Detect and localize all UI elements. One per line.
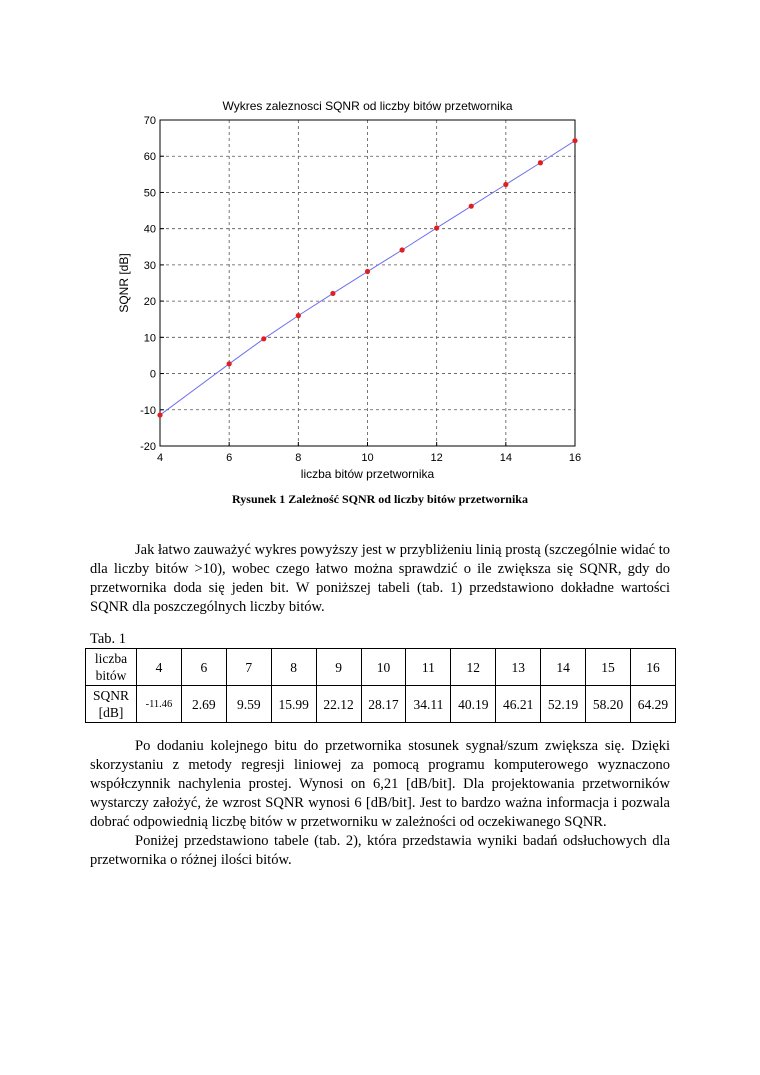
row-header-bits: liczba bitów — [85, 648, 137, 686]
bits-cell: 15 — [585, 648, 631, 686]
x-tick-label: 10 — [361, 452, 373, 464]
y-tick-label: 60 — [144, 151, 156, 163]
sqnr-table: liczba bitów 4 6 7 8 9 10 11 12 13 14 15 16 SQNR [d… — [85, 648, 677, 723]
data-point — [537, 160, 544, 166]
data-point — [572, 138, 578, 144]
x-tick-label: 8 — [295, 452, 301, 464]
data-point — [330, 290, 336, 297]
y-tick-label: 30 — [144, 260, 156, 272]
data-point — [226, 361, 232, 367]
x-tick-label: 6 — [226, 452, 232, 464]
sqnr-chart: 4 6 8 10 12 14 16 -20 -10 0 10 20 30 40 50 60 70 Wykres z… — [117, 99, 581, 481]
x-tick-label: 4 — [157, 452, 163, 464]
y-tick-label: 50 — [144, 187, 156, 199]
chart-title: Wykres zaleznosci SQNR od liczby bitów p… — [223, 99, 513, 113]
y-axis-label: SQNR [dB] — [117, 253, 131, 312]
data-point — [468, 203, 474, 209]
sqnr-cell: 46.21 — [495, 685, 542, 723]
sqnr-cell: 52.19 — [540, 685, 587, 723]
x-tick-label: 12 — [431, 452, 443, 464]
bits-cell: 13 — [495, 648, 542, 686]
data-point — [434, 225, 440, 231]
sqnr-cell: 15.99 — [270, 685, 317, 723]
paragraph-1: Jak łatwo zauważyć wykres powyższy jest … — [90, 541, 670, 617]
y-tick-label: 70 — [144, 115, 156, 127]
table-label: Tab. 1 — [90, 631, 127, 647]
sqnr-cell: 28.17 — [360, 685, 407, 723]
x-tick-label: 14 — [500, 452, 512, 464]
data-point — [295, 313, 301, 319]
bits-cell: 4 — [136, 648, 182, 686]
bits-cell: 16 — [629, 648, 677, 686]
bits-cell: 11 — [405, 648, 452, 686]
y-tick-label: -10 — [140, 405, 156, 417]
bits-cell: 8 — [270, 648, 317, 686]
data-point — [261, 336, 267, 342]
data-point — [157, 412, 163, 418]
bits-cell: 9 — [315, 648, 362, 686]
bits-cell: 7 — [225, 648, 272, 686]
x-tick-label: 16 — [569, 452, 581, 464]
paragraph-3-text: Poniżej przedstawiono tabele (tab. 2), k… — [90, 833, 670, 868]
sqnr-cell: 34.11 — [405, 685, 452, 723]
table-row-sqnr: SQNR [dB] -11.46 2.69 9.59 15.99 22.12 28.17 3… — [85, 685, 677, 723]
sqnr-cell: -11.46 — [136, 685, 182, 723]
sqnr-cell: 64.29 — [629, 685, 677, 723]
sqnr-cell: 2.69 — [180, 685, 227, 723]
sqnr-cell: 58.20 — [585, 685, 631, 723]
paragraph-2-text: Po dodaniu kolejnego bitu do przetwornik… — [90, 738, 670, 830]
paragraph-2-block: Po dodaniu kolejnego bitu do przetwornik… — [90, 737, 670, 870]
sqnr-cell: 40.19 — [450, 685, 497, 723]
figure-caption: Rysunek 1 Zależność SQNR od liczby bitów… — [232, 492, 528, 506]
series-line — [159, 140, 576, 416]
data-point — [399, 247, 405, 253]
y-tick-label: 20 — [144, 296, 156, 308]
data-point — [364, 268, 371, 275]
y-tick-label: 40 — [144, 224, 156, 236]
bits-cell: 14 — [540, 648, 587, 686]
sqnr-cell: 22.12 — [315, 685, 362, 723]
bits-cell: 12 — [450, 648, 497, 686]
y-tick-label: 0 — [150, 369, 156, 381]
sqnr-cell: 9.59 — [225, 685, 272, 723]
y-tick-label: -20 — [140, 441, 156, 453]
bits-cell: 6 — [180, 648, 227, 686]
data-point — [503, 181, 509, 188]
table-row-bits: liczba bitów 4 6 7 8 9 10 11 12 13 14 15 16 — [85, 648, 677, 686]
y-tick-label: 10 — [144, 332, 156, 344]
bits-cell: 10 — [360, 648, 407, 686]
x-axis-label: liczba bitów przetwornika — [301, 467, 435, 481]
paragraph-1-text: Jak łatwo zauważyć wykres powyższy jest … — [90, 542, 670, 615]
row-header-sqnr: SQNR [dB] — [85, 685, 137, 723]
